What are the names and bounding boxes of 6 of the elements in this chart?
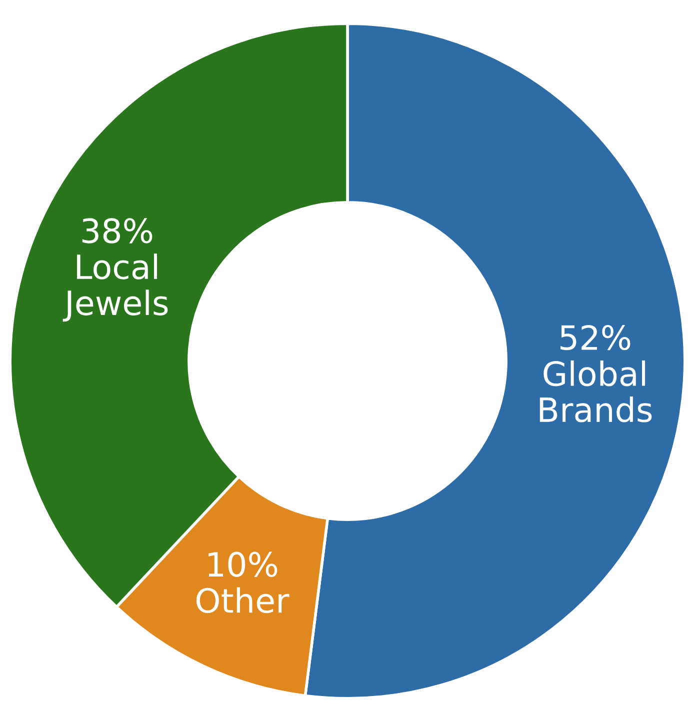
data-label: 10% — [208, 552, 278, 578]
data-label: 38% — [82, 218, 152, 244]
slice-label: Local Jewels — [62, 254, 168, 322]
data-label: 52% — [560, 324, 630, 350]
slice-label: Global Brands — [540, 360, 652, 422]
slice-label: Other — [196, 587, 290, 614]
